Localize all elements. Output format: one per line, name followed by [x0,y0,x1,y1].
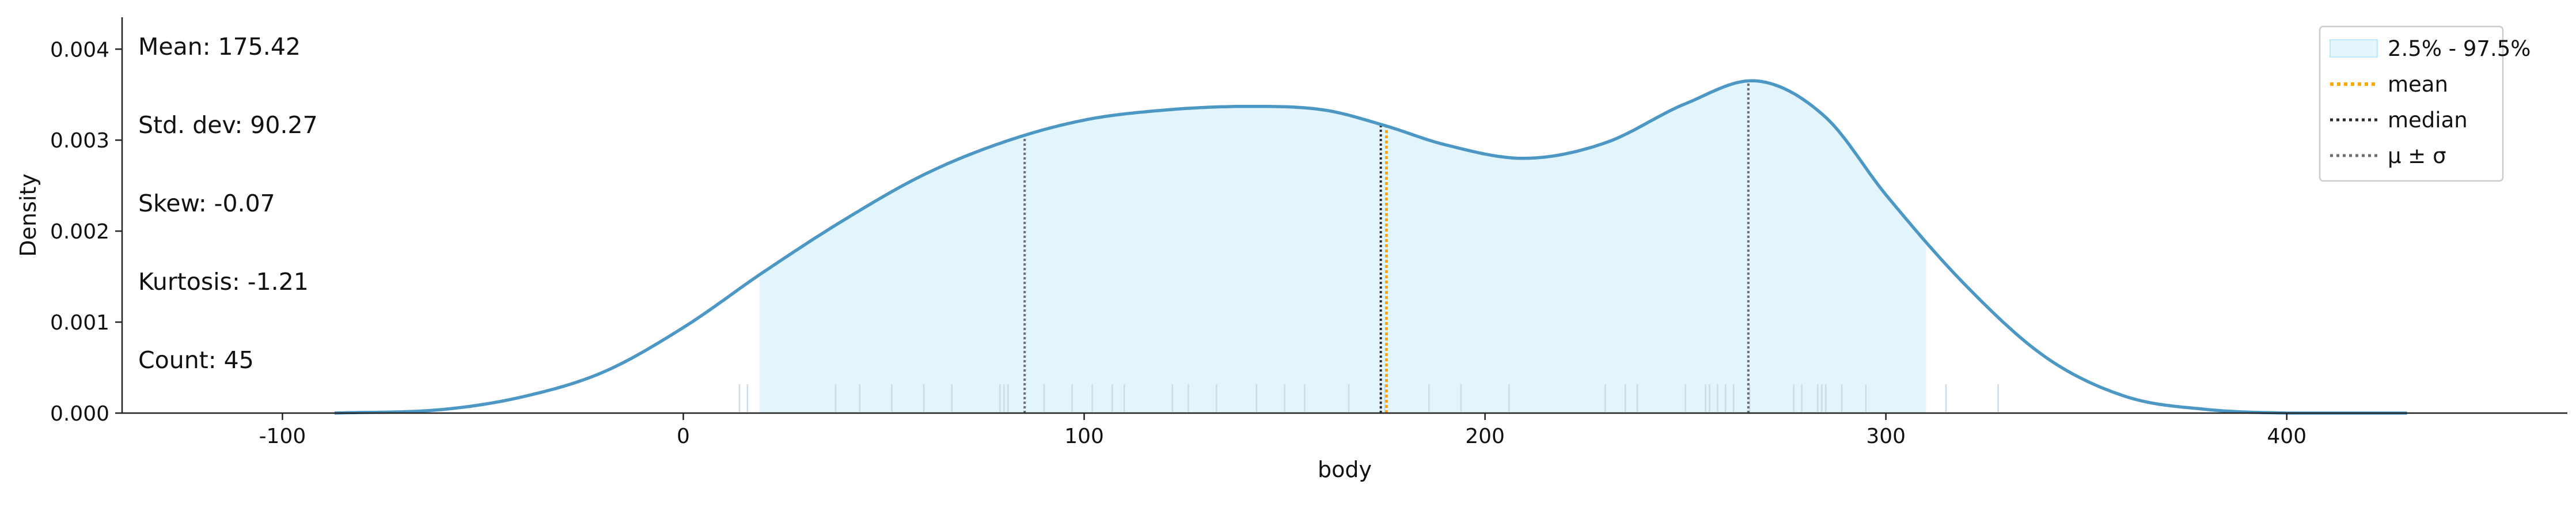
legend-label: μ ± σ [2388,143,2446,168]
legend-swatch-interval [2330,39,2378,58]
stats-layer: Mean: 175.42 Std. dev: 90.27 Skew: -0.07 Ku… [138,33,318,374]
x-tick-label: 200 [1465,425,1505,448]
y-tick-label: 0.001 [50,311,109,335]
x-axis-label: body [1318,457,1372,482]
axes-layer: -100 0 100 200 300 400 0.000 0.001 0.002 0.003 0.0… [16,17,2567,482]
y-tick-label: 0.002 [50,220,109,244]
legend-label: 2.5% - 97.5% [2388,36,2531,61]
x-tick-label: -100 [259,425,306,448]
legend: 2.5% - 97.5% mean median μ ± σ [2319,25,2531,182]
kde-layer [334,79,2407,415]
stat-label: Kurtosis: -1.21 [138,268,309,296]
legend-label: mean [2388,72,2448,97]
x-tick-label: 400 [2267,425,2306,448]
y-tick-label: 0.004 [50,38,109,62]
x-tick-label: 0 [677,425,690,448]
stat-label: Mean: 175.42 [138,33,301,60]
legend-label: median [2388,108,2468,133]
interval-area [759,81,1926,414]
legend-frame [2319,25,2504,182]
interval-layer [759,81,1926,414]
kde-curve [334,79,2407,415]
stat-label: Skew: -0.07 [138,190,275,217]
y-tick-label: 0.003 [50,129,109,153]
reference-lines-layer [1023,81,1750,413]
stat-label: Count: 45 [138,346,254,374]
y-axis-label: Density [16,173,41,256]
y-tick-label: 0.000 [50,402,109,426]
stat-label: Std. dev: 90.27 [138,111,318,139]
x-tick-label: 300 [1866,425,1906,448]
x-tick-label: 100 [1064,425,1104,448]
